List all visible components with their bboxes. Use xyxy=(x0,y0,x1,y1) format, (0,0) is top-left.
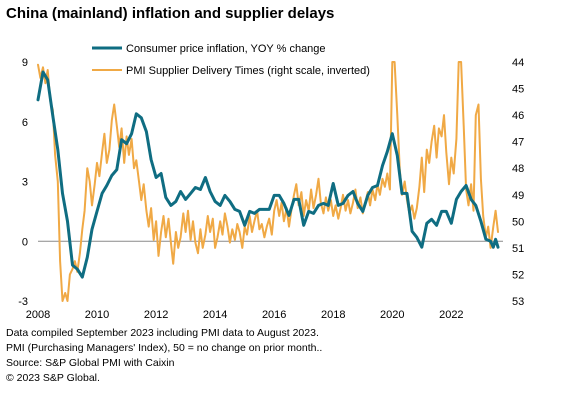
right-tick-label: 47 xyxy=(512,137,524,149)
pmi-series-line xyxy=(37,61,499,302)
footnote: Data compiled September 2023 including P… xyxy=(6,327,319,339)
line-chart: 9 6 3 0 -3 44 45 46 47 48 49 50 51 52 53 2008 2010 2012… xyxy=(18,43,524,321)
x-tick-label: 2014 xyxy=(203,309,227,321)
right-tick-label: 51 xyxy=(512,243,524,255)
left-tick-label: -3 xyxy=(18,296,28,308)
x-tick-label: 2022 xyxy=(439,309,463,321)
footnotes: Data compiled September 2023 including P… xyxy=(6,326,322,386)
x-tick-label: 2020 xyxy=(380,309,404,321)
footnote: PMI (Purchasing Managers' Index), 50 = n… xyxy=(6,342,323,354)
legend: Consumer price inflation, YOY % change P… xyxy=(92,43,370,77)
cpi-series-line xyxy=(36,70,500,279)
right-tick-label: 53 xyxy=(512,296,524,308)
x-tick-label: 2016 xyxy=(262,309,286,321)
right-tick-label: 44 xyxy=(512,57,524,69)
legend-label-pmi: PMI Supplier Delivery Times (right scale… xyxy=(126,65,370,77)
legend-label-cpi: Consumer price inflation, YOY % change xyxy=(126,43,326,55)
right-tick-label: 48 xyxy=(512,163,524,175)
footnote: Source: S&P Global PMI with Caixin xyxy=(6,357,175,369)
footnote: © 2023 S&P Global. xyxy=(6,372,100,384)
right-tick-label: 46 xyxy=(512,110,524,122)
series-layer xyxy=(36,61,500,302)
x-tick-label: 2018 xyxy=(321,309,345,321)
left-tick-label: 3 xyxy=(22,177,28,189)
chart-title: China (mainland) inflation and supplier … xyxy=(6,5,335,22)
left-tick-label: 0 xyxy=(22,236,28,248)
x-axis: 2008 2010 2012 2014 2016 2018 2020 2022 xyxy=(26,309,464,321)
left-axis: 9 6 3 0 -3 xyxy=(18,57,28,308)
left-tick-label: 9 xyxy=(22,57,28,69)
x-tick-label: 2008 xyxy=(26,309,50,321)
x-tick-label: 2010 xyxy=(85,309,109,321)
right-tick-label: 50 xyxy=(512,216,524,228)
left-tick-label: 6 xyxy=(22,117,28,129)
x-tick-label: 2012 xyxy=(144,309,168,321)
right-axis: 44 45 46 47 48 49 50 51 52 53 xyxy=(512,57,524,308)
right-tick-label: 49 xyxy=(512,190,524,202)
right-tick-label: 52 xyxy=(512,269,524,281)
right-tick-label: 45 xyxy=(512,84,524,96)
